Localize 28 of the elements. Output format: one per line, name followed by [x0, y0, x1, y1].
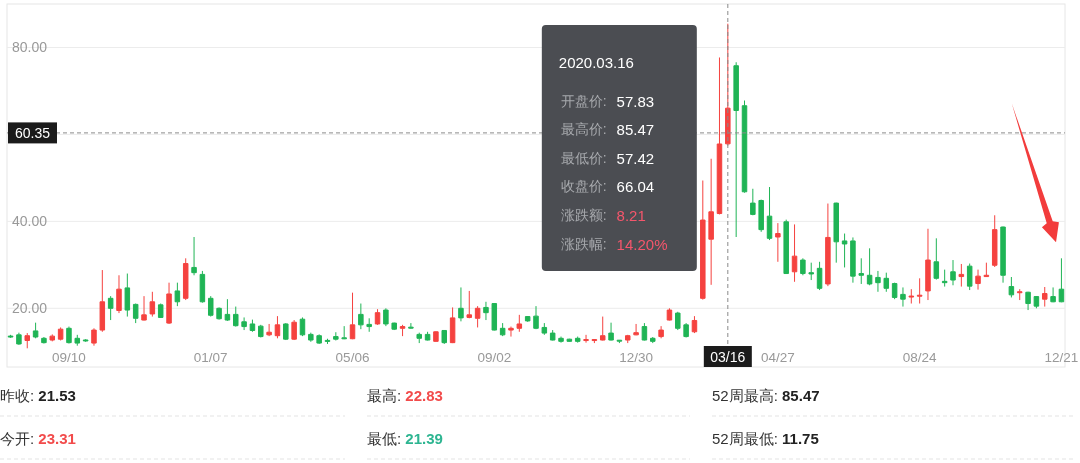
tooltip-row: 最低价: 57.42: [560, 149, 655, 167]
xtick: 12/21: [1044, 349, 1079, 365]
xtick: 05/06: [335, 349, 370, 365]
tooltip-row: 开盘价: 57.83: [560, 92, 655, 110]
tooltip-row: 涨跌额: 8.21: [560, 206, 646, 224]
ref-label: 60.35: [8, 122, 57, 144]
xtick: 08/24: [902, 349, 937, 365]
tooltip-row: 收盘价: 66.04: [560, 177, 655, 195]
xtick: 12/30: [619, 349, 653, 365]
stat: 今开: 23.31: [0, 429, 76, 447]
ref-label: 03/16: [703, 346, 752, 367]
tooltip-row: 最高价: 85.47: [560, 120, 655, 138]
xtick: 01/07: [193, 349, 228, 365]
stat: 昨收: 21.53: [0, 386, 76, 404]
tooltip-date: 2020.03.16: [558, 53, 634, 71]
stat: 52周最低: 11.75: [712, 429, 819, 447]
stat: 52周最高: 85.47: [712, 386, 820, 404]
stat: 最高: 22.83: [367, 386, 443, 404]
ref-line-label: 60.35: [14, 124, 51, 141]
xtick: 04/27: [760, 349, 795, 365]
ytick: 20.00: [12, 300, 48, 317]
ytick: 80.00: [12, 39, 48, 56]
tooltip-row: 涨跌幅: 14.20%: [560, 235, 668, 253]
xtick: 09/10: [52, 349, 86, 365]
ytick: 40.00: [12, 213, 48, 230]
stat: 最低: 21.39: [367, 429, 443, 447]
ref-line-label: 03/16: [710, 349, 746, 365]
xtick: 09/02: [477, 349, 512, 365]
